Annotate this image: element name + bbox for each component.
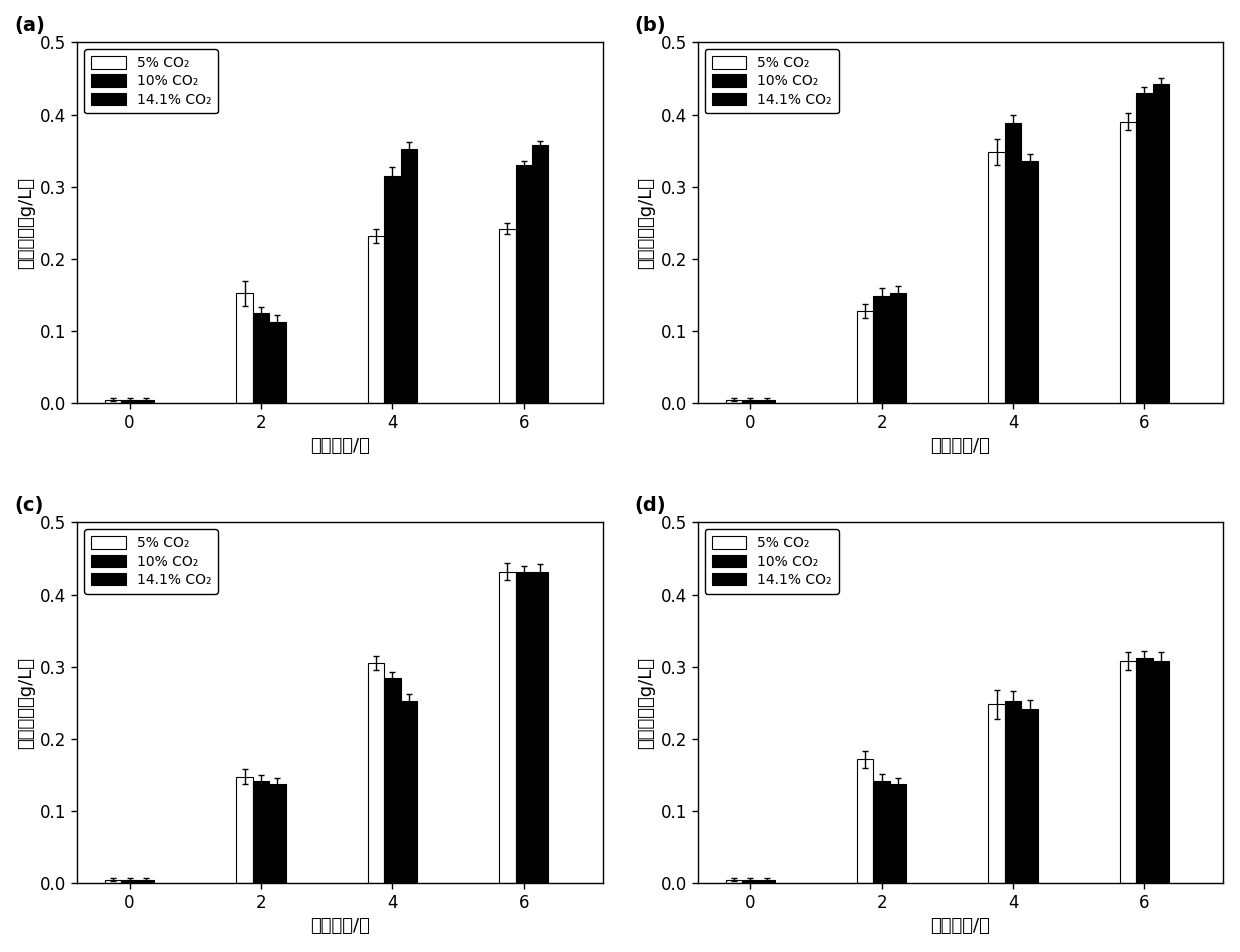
Bar: [873, 296, 890, 404]
Bar: [384, 678, 401, 883]
Bar: [253, 781, 269, 883]
Legend: 5% CO₂, 10% CO₂, 14.1% CO₂: 5% CO₂, 10% CO₂, 14.1% CO₂: [84, 529, 218, 594]
Bar: [857, 310, 873, 404]
Bar: [725, 400, 742, 404]
Bar: [857, 760, 873, 883]
Bar: [890, 783, 906, 883]
Bar: [269, 783, 285, 883]
Bar: [138, 880, 154, 883]
Bar: [1004, 702, 1022, 883]
Y-axis label: 细胞干重（g/L）: 细胞干重（g/L）: [637, 177, 656, 268]
Bar: [532, 145, 548, 404]
Bar: [384, 176, 401, 404]
Bar: [138, 400, 154, 404]
Y-axis label: 细胞干重（g/L）: 细胞干重（g/L）: [16, 657, 35, 749]
Bar: [742, 880, 759, 883]
Bar: [105, 400, 122, 404]
Bar: [368, 236, 384, 404]
Bar: [122, 880, 138, 883]
Bar: [1120, 122, 1136, 404]
Bar: [500, 228, 516, 404]
Legend: 5% CO₂, 10% CO₂, 14.1% CO₂: 5% CO₂, 10% CO₂, 14.1% CO₂: [84, 50, 218, 113]
Bar: [890, 293, 906, 404]
Bar: [516, 165, 532, 404]
Bar: [1153, 84, 1169, 404]
Text: (a): (a): [14, 16, 45, 35]
Bar: [237, 777, 253, 883]
Bar: [516, 571, 532, 883]
Bar: [253, 313, 269, 404]
Legend: 5% CO₂, 10% CO₂, 14.1% CO₂: 5% CO₂, 10% CO₂, 14.1% CO₂: [704, 50, 839, 113]
Bar: [1120, 661, 1136, 883]
Bar: [725, 880, 742, 883]
Bar: [873, 781, 890, 883]
Bar: [988, 152, 1004, 404]
Bar: [237, 293, 253, 404]
Y-axis label: 细胞干重（g/L）: 细胞干重（g/L）: [16, 177, 35, 268]
Bar: [122, 400, 138, 404]
Text: (c): (c): [14, 496, 43, 515]
Bar: [105, 880, 122, 883]
Bar: [1136, 658, 1153, 883]
Legend: 5% CO₂, 10% CO₂, 14.1% CO₂: 5% CO₂, 10% CO₂, 14.1% CO₂: [704, 529, 839, 594]
Bar: [368, 664, 384, 883]
Y-axis label: 细胞干重（g/L）: 细胞干重（g/L）: [637, 657, 656, 749]
Bar: [742, 400, 759, 404]
Bar: [759, 400, 775, 404]
Bar: [988, 704, 1004, 883]
Bar: [401, 702, 417, 883]
Bar: [1004, 123, 1022, 404]
Text: (b): (b): [635, 16, 666, 35]
Bar: [401, 149, 417, 404]
X-axis label: 培养时间/天: 培养时间/天: [310, 437, 370, 455]
X-axis label: 培养时间/天: 培养时间/天: [310, 918, 370, 935]
X-axis label: 培养时间/天: 培养时间/天: [930, 437, 991, 455]
Bar: [1022, 162, 1038, 404]
Bar: [532, 571, 548, 883]
Bar: [759, 880, 775, 883]
X-axis label: 培养时间/天: 培养时间/天: [930, 918, 991, 935]
Bar: [1136, 93, 1153, 404]
Bar: [1022, 708, 1038, 883]
Bar: [269, 323, 285, 404]
Text: (d): (d): [635, 496, 666, 515]
Bar: [1153, 661, 1169, 883]
Bar: [500, 571, 516, 883]
